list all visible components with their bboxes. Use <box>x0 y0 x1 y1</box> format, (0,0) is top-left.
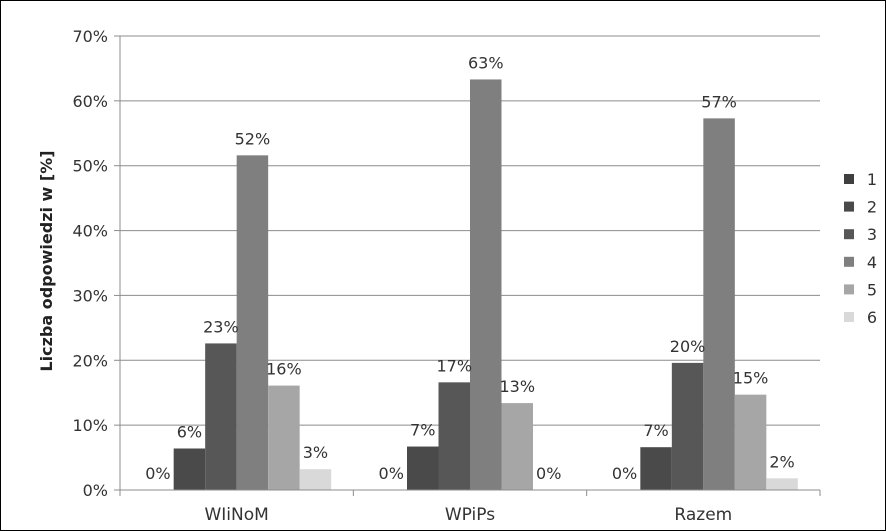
legend-label: 3 <box>867 225 877 244</box>
x-axis: WIiNoM WPiPs Razem <box>119 489 821 525</box>
bar-wiinom-series-3 <box>205 343 237 490</box>
y-tick-label: 30% <box>72 286 108 305</box>
data-label: 0% <box>536 464 561 483</box>
x-category-label: WIiNoM <box>204 505 268 525</box>
y-tick-label: 40% <box>72 222 108 241</box>
y-axis-title: Liczba odpowiedzi w [%] <box>37 150 56 371</box>
bar-wiinom-series-2 <box>173 448 206 490</box>
data-label: 20% <box>670 337 706 356</box>
y-tick-label: 0% <box>83 481 108 500</box>
x-category-label: WPiPs <box>445 505 495 525</box>
legend-swatch <box>844 229 854 240</box>
bar-wiinom-series-6 <box>299 469 332 490</box>
data-label: 7% <box>643 421 668 440</box>
data-label: 6% <box>177 422 202 441</box>
data-label: 52% <box>235 129 271 148</box>
data-label: 15% <box>733 369 769 388</box>
legend-swatch <box>844 201 854 212</box>
data-label: 13% <box>499 377 535 396</box>
data-label: 7% <box>410 421 435 440</box>
legend-label: 5 <box>867 280 877 299</box>
bar-wpips-series-3 <box>438 382 470 490</box>
data-label: 16% <box>266 360 302 379</box>
bar-razem-series-4 <box>703 118 735 491</box>
bars <box>173 79 798 491</box>
data-labels: 0% 6% 23% 52% 16% 3% 0% 7% 17% 63% 13% 0% 0% 7% 20% 57%… <box>145 53 795 483</box>
legend-swatch <box>844 284 854 295</box>
data-label: 17% <box>436 356 472 375</box>
data-label: 0% <box>145 464 170 483</box>
bar-wpips-series-2 <box>407 446 439 490</box>
x-category-label: Razem <box>674 505 732 525</box>
bar-wpips-series-5 <box>501 403 533 490</box>
y-tick-label: 10% <box>72 416 108 435</box>
bar-wiinom-series-5 <box>268 385 300 490</box>
data-label: 2% <box>769 452 794 471</box>
legend-label: 2 <box>867 198 877 217</box>
data-label: 0% <box>379 464 404 483</box>
y-tick-label: 70% <box>72 27 108 46</box>
data-label: 63% <box>468 53 504 72</box>
data-label: 3% <box>303 443 328 462</box>
y-tick-label: 20% <box>72 351 108 370</box>
legend-label: 4 <box>867 253 877 272</box>
legend-swatch <box>844 312 854 322</box>
bar-razem-series-2 <box>640 447 672 490</box>
bar-razem-series-3 <box>671 362 704 490</box>
data-label: 0% <box>612 464 637 483</box>
legend-label: 1 <box>867 170 877 189</box>
y-axis-ticks: 0% 10% 20% 30% 40% 50% 60% 70% <box>72 27 121 500</box>
legend: 1 2 3 4 5 6 <box>844 170 877 327</box>
y-tick-label: 60% <box>72 92 108 111</box>
bar-razem-series-6 <box>766 478 798 490</box>
legend-label: 6 <box>867 308 877 327</box>
bar-razem-series-5 <box>734 394 767 490</box>
data-label: 57% <box>701 92 737 111</box>
legend-swatch <box>844 256 854 267</box>
y-tick-label: 50% <box>72 157 108 176</box>
bar-wpips-series-4 <box>470 79 502 490</box>
bar-wiinom-series-4 <box>236 155 269 490</box>
legend-swatch <box>844 174 854 184</box>
data-label: 23% <box>203 317 239 336</box>
